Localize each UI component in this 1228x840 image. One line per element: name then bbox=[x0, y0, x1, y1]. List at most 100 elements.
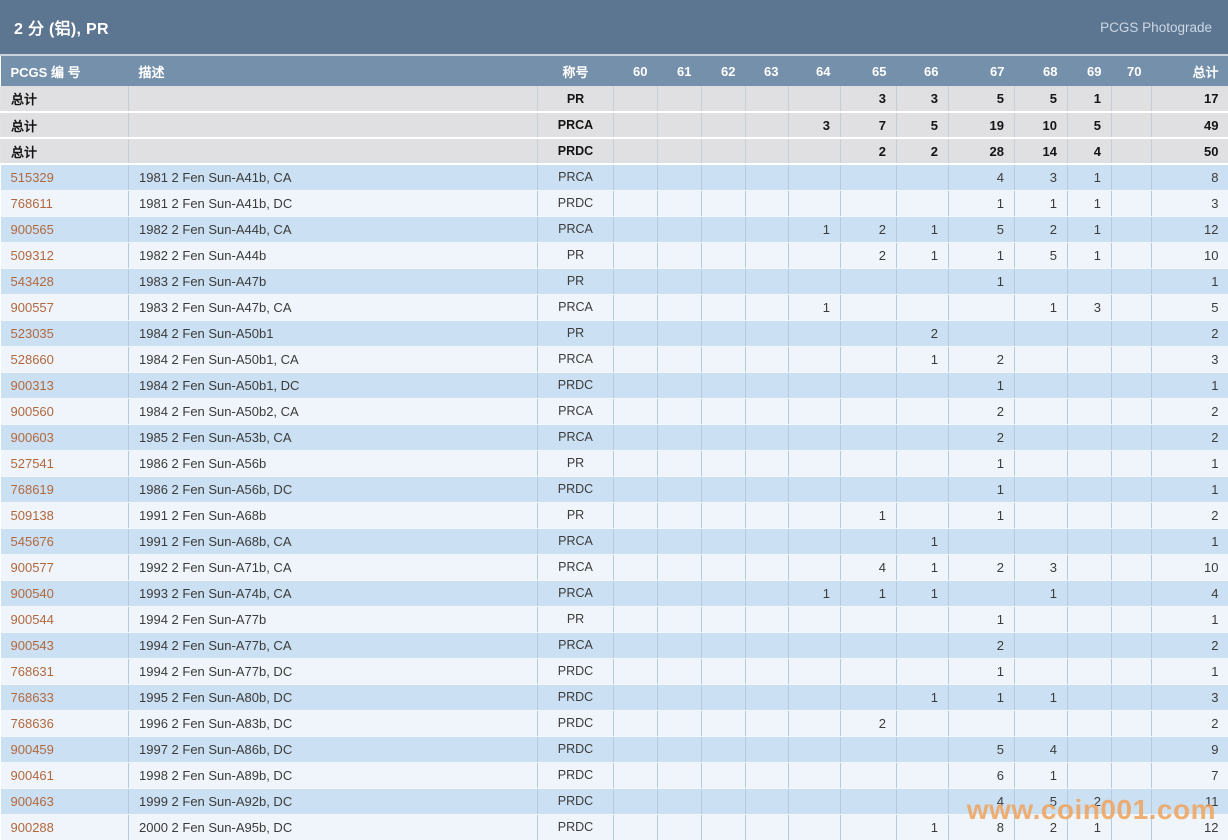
column-header-description: 描述 bbox=[128, 56, 538, 86]
total-cell: 9 bbox=[1151, 736, 1228, 763]
grade-69-cell bbox=[1067, 658, 1112, 685]
pcgs-number-link[interactable]: 900560 bbox=[10, 403, 54, 419]
total-cell: 11 bbox=[1151, 788, 1228, 815]
designation-cell: PRCA bbox=[537, 424, 614, 451]
grade-60-cell bbox=[613, 164, 658, 191]
total-cell: 1 bbox=[1151, 268, 1228, 295]
total-cell: 12 bbox=[1151, 814, 1228, 840]
grade-65-cell bbox=[840, 658, 897, 685]
table-row: 900577 1992 2 Fen Sun-A71b, CA PRCA 4 1 2 3 10 bbox=[0, 554, 1228, 581]
grade-69-cell bbox=[1067, 554, 1112, 581]
column-header-grade-62: 62 bbox=[701, 56, 746, 86]
pcgs-number-link[interactable]: 528660 bbox=[10, 351, 54, 367]
total-cell: 2 bbox=[1151, 424, 1228, 451]
grade-61-cell bbox=[657, 320, 702, 347]
pcgs-number-link[interactable]: 523035 bbox=[10, 325, 54, 341]
designation-cell: PRDC bbox=[537, 476, 614, 503]
description-cell: 1982 2 Fen Sun-A44b bbox=[128, 242, 538, 269]
pcgs-number-link[interactable]: 900288 bbox=[10, 819, 54, 835]
total-cell: 2 bbox=[1151, 320, 1228, 347]
grade-64-cell bbox=[788, 632, 841, 659]
grade-67-cell bbox=[948, 320, 1015, 347]
column-header-grade-70: 70 bbox=[1111, 56, 1152, 86]
designation-cell: PRCA bbox=[537, 632, 614, 659]
grade-70-cell bbox=[1111, 606, 1152, 633]
grade-64-cell bbox=[788, 320, 841, 347]
pcgs-number-link[interactable]: 900544 bbox=[10, 611, 54, 627]
grade-64-cell bbox=[788, 606, 841, 633]
column-header-grade-61: 61 bbox=[657, 56, 702, 86]
pcgs-number-link[interactable]: 900557 bbox=[10, 299, 54, 315]
pcgs-number-link[interactable]: 900603 bbox=[10, 429, 54, 445]
pcgs-number-link[interactable]: 900463 bbox=[10, 793, 54, 809]
grade-66-cell bbox=[896, 190, 949, 217]
pcgs-number-link[interactable]: 527541 bbox=[10, 455, 54, 471]
grade-62-cell bbox=[701, 814, 746, 840]
column-header-designation: 称号 bbox=[537, 56, 614, 86]
pcgs-number-link[interactable]: 900459 bbox=[10, 741, 54, 757]
pcgs-number-link[interactable]: 509312 bbox=[10, 247, 54, 263]
grade-68-cell bbox=[1014, 346, 1068, 373]
grade-66-cell: 2 bbox=[896, 138, 949, 165]
pcgs-number-link[interactable]: 768633 bbox=[10, 689, 54, 705]
grade-66-cell bbox=[896, 606, 949, 633]
grade-70-cell bbox=[1111, 268, 1152, 295]
grade-62-cell bbox=[701, 320, 746, 347]
grade-60-cell bbox=[613, 658, 658, 685]
grade-67-cell: 4 bbox=[948, 788, 1015, 815]
pcgs-number-link[interactable]: 768619 bbox=[10, 481, 54, 497]
grade-67-cell: 2 bbox=[948, 554, 1015, 581]
grade-61-cell bbox=[657, 684, 702, 711]
grade-63-cell bbox=[745, 112, 789, 139]
pcgs-number-cell: 545676 bbox=[0, 528, 129, 555]
pcgs-number-link[interactable]: 900565 bbox=[10, 221, 54, 237]
grade-61-cell bbox=[657, 346, 702, 373]
description-cell: 2000 2 Fen Sun-A95b, DC bbox=[128, 814, 538, 840]
designation-cell: PRDC bbox=[537, 138, 614, 165]
pcgs-number-link[interactable]: 900543 bbox=[10, 637, 54, 653]
grade-61-cell bbox=[657, 398, 702, 425]
total-cell: 5 bbox=[1151, 294, 1228, 321]
pcgs-number-link[interactable]: 900540 bbox=[10, 585, 54, 601]
total-cell: 1 bbox=[1151, 476, 1228, 503]
grade-66-cell bbox=[896, 164, 949, 191]
grade-69-cell: 1 bbox=[1067, 242, 1112, 269]
pcgs-number-cell: 900461 bbox=[0, 762, 129, 789]
description-cell: 1983 2 Fen Sun-A47b bbox=[128, 268, 538, 295]
column-header-total: 总计 bbox=[1151, 56, 1228, 86]
pcgs-number-link[interactable]: 768611 bbox=[10, 195, 53, 211]
grade-67-cell: 1 bbox=[948, 684, 1015, 711]
grade-61-cell bbox=[657, 762, 702, 789]
grade-69-cell: 2 bbox=[1067, 788, 1112, 815]
grade-70-cell bbox=[1111, 164, 1152, 191]
pcgs-number-cell: 900543 bbox=[0, 632, 129, 659]
pcgs-number-cell: 900560 bbox=[0, 398, 129, 425]
pcgs-number-link[interactable]: 543428 bbox=[10, 273, 54, 289]
pcgs-number-link[interactable]: 900313 bbox=[10, 377, 54, 393]
grade-66-cell bbox=[896, 294, 949, 321]
grade-65-cell bbox=[840, 736, 897, 763]
grade-65-cell bbox=[840, 190, 897, 217]
photograde-link[interactable]: PCGS Photograde bbox=[1100, 19, 1212, 35]
grade-62-cell bbox=[701, 450, 746, 477]
pcgs-number-link[interactable]: 515329 bbox=[10, 169, 54, 185]
grade-62-cell bbox=[701, 528, 746, 555]
total-cell: 10 bbox=[1151, 554, 1228, 581]
grade-63-cell bbox=[745, 398, 789, 425]
grade-68-cell: 3 bbox=[1014, 164, 1068, 191]
pcgs-number-link[interactable]: 545676 bbox=[10, 533, 54, 549]
grade-64-cell bbox=[788, 372, 841, 399]
description-cell: 1998 2 Fen Sun-A89b, DC bbox=[128, 762, 538, 789]
pcgs-number-link[interactable]: 768631 bbox=[10, 663, 54, 679]
pcgs-number-link[interactable]: 768636 bbox=[10, 715, 54, 731]
pcgs-number-link[interactable]: 900461 bbox=[10, 767, 54, 783]
table-row: 900560 1984 2 Fen Sun-A50b2, CA PRCA 2 2 bbox=[0, 398, 1228, 425]
total-cell: 3 bbox=[1151, 346, 1228, 373]
designation-cell: PR bbox=[537, 320, 614, 347]
pcgs-number-link[interactable]: 509138 bbox=[10, 507, 54, 523]
pcgs-number-link[interactable]: 900577 bbox=[10, 559, 54, 575]
grade-67-cell: 5 bbox=[948, 736, 1015, 763]
grade-70-cell bbox=[1111, 242, 1152, 269]
grade-67-cell: 4 bbox=[948, 164, 1015, 191]
